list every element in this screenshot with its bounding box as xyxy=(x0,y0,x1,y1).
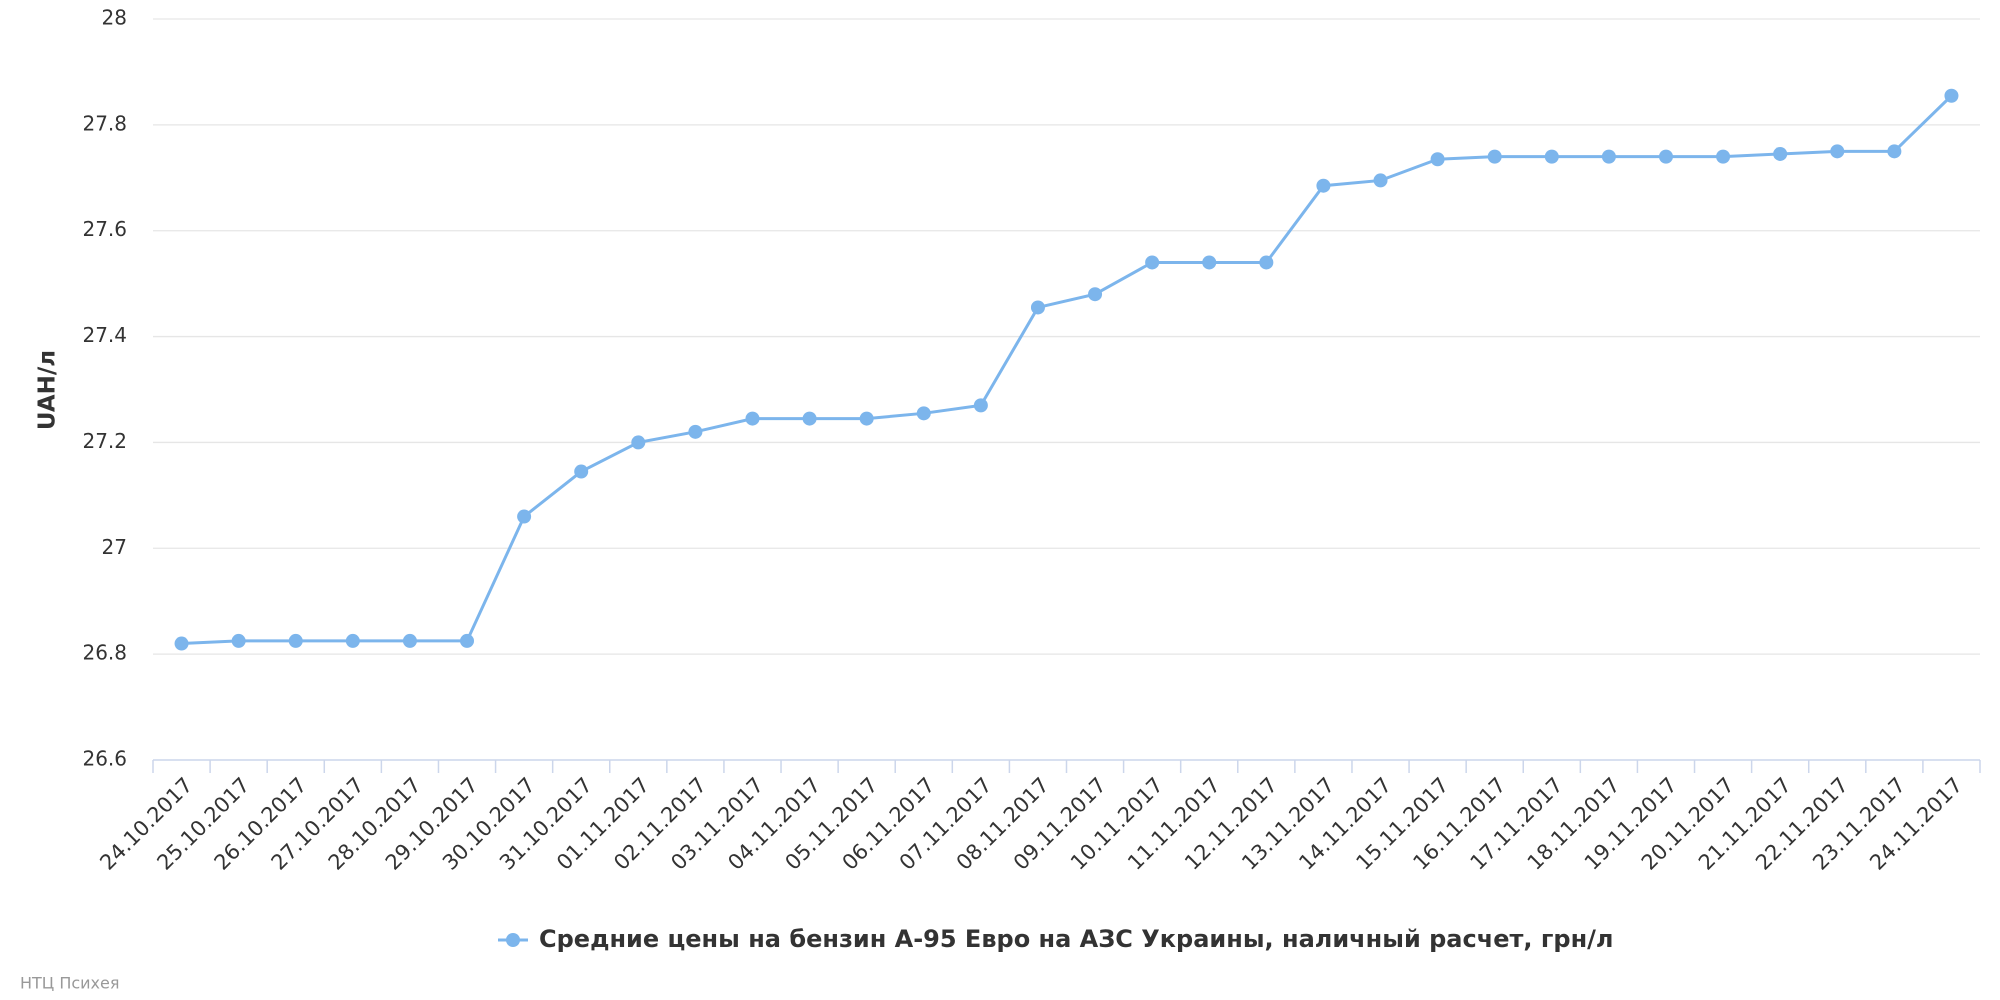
point xyxy=(1030,300,1045,315)
point xyxy=(1316,178,1331,193)
point xyxy=(1088,287,1103,302)
point xyxy=(802,411,817,426)
legend-marker xyxy=(506,933,520,947)
point xyxy=(1373,173,1388,188)
point xyxy=(1544,149,1559,164)
point xyxy=(231,633,246,648)
point xyxy=(174,636,189,651)
point xyxy=(345,633,360,648)
point xyxy=(574,464,589,479)
point xyxy=(688,424,703,439)
y-tick-label: 28 xyxy=(102,6,127,30)
point xyxy=(631,435,646,450)
point xyxy=(402,633,417,648)
point xyxy=(1601,149,1616,164)
point xyxy=(1487,149,1502,164)
y-tick-label: 26.8 xyxy=(82,641,127,665)
point xyxy=(1202,255,1217,270)
point xyxy=(859,411,874,426)
point xyxy=(745,411,760,426)
legend-label: Средние цены на бензин А-95 Евро на АЗС … xyxy=(539,925,1614,953)
point xyxy=(1716,149,1731,164)
point xyxy=(517,509,532,524)
point xyxy=(1145,255,1160,270)
y-tick-label: 27.6 xyxy=(82,217,127,241)
y-axis-label: UAH/л xyxy=(35,350,61,430)
point xyxy=(973,398,988,413)
y-tick-label: 26.6 xyxy=(82,747,127,771)
point xyxy=(288,633,303,648)
y-tick-label: 27 xyxy=(102,535,127,559)
point xyxy=(1944,88,1959,103)
point xyxy=(1830,144,1845,159)
series-line xyxy=(181,94,1953,646)
point xyxy=(1430,152,1445,167)
point xyxy=(1887,144,1902,159)
point xyxy=(1658,149,1673,164)
point xyxy=(460,633,475,648)
point xyxy=(1773,146,1788,161)
point xyxy=(1259,255,1274,270)
point xyxy=(916,406,931,421)
y-tick-label: 27.8 xyxy=(82,111,127,135)
credit: НТЦ Психея xyxy=(20,974,119,993)
y-tick-label: 27.4 xyxy=(82,323,127,347)
y-tick-label: 27.2 xyxy=(82,429,127,453)
